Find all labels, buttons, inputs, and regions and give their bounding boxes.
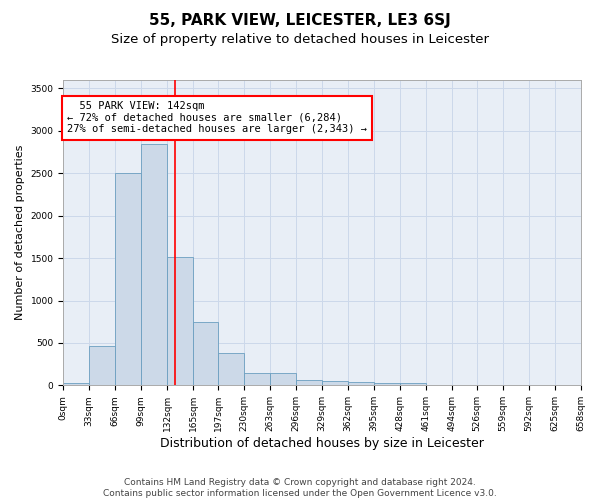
Bar [296, 380, 322, 386]
Bar [400, 383, 425, 386]
Bar [348, 382, 374, 386]
Bar [141, 144, 167, 386]
Bar [115, 174, 141, 386]
Bar [167, 258, 193, 386]
Bar [89, 346, 115, 386]
Bar [63, 383, 89, 386]
Text: Contains HM Land Registry data © Crown copyright and database right 2024.
Contai: Contains HM Land Registry data © Crown c… [103, 478, 497, 498]
Text: 55 PARK VIEW: 142sqm
← 72% of detached houses are smaller (6,284)
27% of semi-de: 55 PARK VIEW: 142sqm ← 72% of detached h… [67, 101, 367, 134]
Y-axis label: Number of detached properties: Number of detached properties [15, 145, 25, 320]
Text: 55, PARK VIEW, LEICESTER, LE3 6SJ: 55, PARK VIEW, LEICESTER, LE3 6SJ [149, 12, 451, 28]
Text: Size of property relative to detached houses in Leicester: Size of property relative to detached ho… [111, 32, 489, 46]
Bar [193, 322, 218, 386]
Bar [244, 373, 270, 386]
Bar [374, 382, 400, 386]
X-axis label: Distribution of detached houses by size in Leicester: Distribution of detached houses by size … [160, 437, 484, 450]
Bar [270, 374, 296, 386]
Bar [322, 380, 348, 386]
Bar [218, 353, 244, 386]
